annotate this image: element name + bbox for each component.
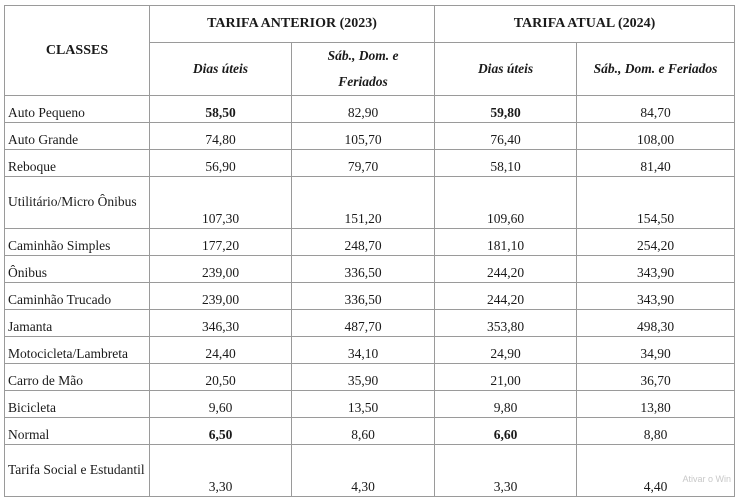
class-name-cell: Bicicleta [4, 390, 150, 418]
tariff-value-cell: 181,10 [434, 228, 578, 256]
table-row: Caminhão Simples 177,20 248,70 181,10 254,20 [4, 228, 736, 256]
tariff-value-cell: 8,60 [290, 417, 436, 445]
tariff-value-cell: 254,20 [576, 228, 736, 256]
tariff-value-cell: 59,80 [434, 95, 578, 123]
tariff-value-cell: 239,00 [149, 282, 292, 310]
classes-header: CLASSES [4, 5, 150, 96]
tariff-value-cell: 58,50 [149, 95, 292, 123]
table-row: Caminhão Trucado 239,00 336,50 244,20 343,90 [4, 282, 736, 310]
tariff-value-cell: 74,80 [149, 122, 292, 150]
class-name-cell: Tarifa Social e Estudantil [4, 444, 150, 497]
class-name-cell: Auto Grande [4, 122, 150, 150]
table-row: Carro de Mão 20,50 35,90 21,00 36,70 [4, 363, 736, 391]
tariff-value-cell: 336,50 [290, 282, 436, 310]
table-row: Jamanta 346,30 487,70 353,80 498,30 [4, 309, 736, 337]
tariff-value-cell: 9,80 [434, 390, 578, 418]
tariff-value-cell: 56,90 [149, 149, 292, 177]
class-name-cell: Normal [4, 417, 150, 445]
tariff-value-cell: 108,00 [576, 122, 736, 150]
tariff-value-cell: 343,90 [576, 255, 736, 283]
tariff-value-cell: 76,40 [434, 122, 578, 150]
tariff-value-cell: 24,40 [149, 336, 292, 364]
class-name-cell: Auto Pequeno [4, 95, 150, 123]
weekend-header: Sáb., Dom. e Feriados [290, 42, 436, 96]
tariff-value-cell: 13,80 [576, 390, 736, 418]
class-name-cell: Ônibus [4, 255, 150, 283]
table-row: Auto Pequeno 58,50 82,90 59,80 84,70 [4, 95, 736, 123]
class-name-cell: Jamanta [4, 309, 150, 337]
tariff-value-cell: 239,00 [149, 255, 292, 283]
tariff-value-cell: 9,60 [149, 390, 292, 418]
tariff-value-cell: 248,70 [290, 228, 436, 256]
previous-tariff-header: TARIFA ANTERIOR (2023) [148, 5, 436, 43]
class-name-cell: Carro de Mão [4, 363, 150, 391]
tariff-value-cell: 177,20 [149, 228, 292, 256]
tariff-value-cell: 6,60 [434, 417, 578, 445]
tariff-value-cell: 3,30 [149, 444, 292, 497]
tariff-value-cell: 20,50 [149, 363, 292, 391]
table-row: Motocicleta/Lambreta 24,40 34,10 24,90 34,90 [4, 336, 736, 364]
weekend-header: Sáb., Dom. e Feriados [576, 42, 736, 96]
class-name-cell: Reboque [4, 149, 150, 177]
table-row: Auto Grande 74,80 105,70 76,40 108,00 [4, 122, 736, 150]
tariff-value-cell: 105,70 [290, 122, 436, 150]
tariff-value-cell: 79,70 [290, 149, 436, 177]
class-name-cell: Caminhão Simples [4, 228, 150, 256]
tariff-value-cell: 58,10 [434, 149, 578, 177]
class-name-cell: Motocicleta/Lambreta [4, 336, 150, 364]
current-tariff-header: TARIFA ATUAL (2024) [434, 5, 736, 43]
tariff-value-cell: 487,70 [290, 309, 436, 337]
tariff-value-cell: 336,50 [290, 255, 436, 283]
tariff-value-cell: 13,50 [290, 390, 436, 418]
tariff-value-cell: 81,40 [576, 149, 736, 177]
class-name-cell: Utilitário/Micro Ônibus [4, 176, 150, 229]
tariff-value-cell: 8,80 [576, 417, 736, 445]
tariff-value-cell: 244,20 [434, 282, 578, 310]
tariff-value-cell: 82,90 [290, 95, 436, 123]
tariff-value-cell: 36,70 [576, 363, 736, 391]
table-row: Bicicleta 9,60 13,50 9,80 13,80 [4, 390, 736, 418]
watermark: Ativar o Win [682, 474, 731, 484]
weekday-header: Dias úteis [149, 42, 292, 96]
tariff-value-cell: 3,30 [434, 444, 578, 497]
weekday-header: Dias úteis [434, 42, 578, 96]
tariff-value-cell: 21,00 [434, 363, 578, 391]
tariff-value-cell: 4,30 [290, 444, 436, 497]
table-row: Ônibus 239,00 336,50 244,20 343,90 [4, 255, 736, 283]
tariff-table: CLASSES TARIFA ANTERIOR (2023) TARIFA AT… [4, 5, 736, 497]
table-row: Reboque 56,90 79,70 58,10 81,40 [4, 149, 736, 177]
tariff-value-cell: 154,50 [576, 176, 736, 229]
tariff-value-cell: 4,40 [576, 444, 736, 497]
tariff-value-cell: 6,50 [149, 417, 292, 445]
tariff-value-cell: 34,90 [576, 336, 736, 364]
tariff-value-cell: 34,10 [290, 336, 436, 364]
tariff-value-cell: 109,60 [434, 176, 578, 229]
tariff-value-cell: 244,20 [434, 255, 578, 283]
tariff-value-cell: 35,90 [290, 363, 436, 391]
tariff-value-cell: 107,30 [149, 176, 292, 229]
tariff-value-cell: 346,30 [149, 309, 292, 337]
class-name-cell: Caminhão Trucado [4, 282, 150, 310]
tariff-value-cell: 498,30 [576, 309, 736, 337]
tariff-value-cell: 151,20 [290, 176, 436, 229]
table-row: Tarifa Social e Estudantil 3,30 4,30 3,30 4,… [4, 444, 736, 497]
tariff-value-cell: 353,80 [434, 309, 578, 337]
tariff-value-cell: 24,90 [434, 336, 578, 364]
table-row: Normal 6,50 8,60 6,60 8,80 [4, 417, 736, 445]
tariff-value-cell: 84,70 [576, 95, 736, 123]
tariff-value-cell: 343,90 [576, 282, 736, 310]
table-row: Utilitário/Micro Ônibus 107,30 151,20 109,6… [4, 176, 736, 229]
